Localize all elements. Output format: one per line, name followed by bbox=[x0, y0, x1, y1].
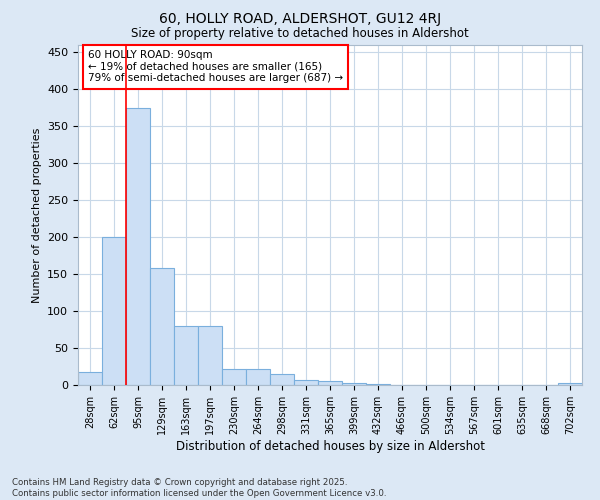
Bar bbox=[270, 374, 294, 385]
Text: 60, HOLLY ROAD, ALDERSHOT, GU12 4RJ: 60, HOLLY ROAD, ALDERSHOT, GU12 4RJ bbox=[159, 12, 441, 26]
Bar bbox=[174, 326, 198, 385]
X-axis label: Distribution of detached houses by size in Aldershot: Distribution of detached houses by size … bbox=[176, 440, 485, 452]
Bar bbox=[126, 108, 150, 385]
Bar bbox=[318, 382, 342, 385]
Bar bbox=[78, 372, 102, 385]
Bar bbox=[246, 368, 270, 385]
Bar bbox=[150, 268, 174, 385]
Text: Contains HM Land Registry data © Crown copyright and database right 2025.
Contai: Contains HM Land Registry data © Crown c… bbox=[12, 478, 386, 498]
Text: 60 HOLLY ROAD: 90sqm
← 19% of detached houses are smaller (165)
79% of semi-deta: 60 HOLLY ROAD: 90sqm ← 19% of detached h… bbox=[88, 50, 343, 84]
Bar bbox=[366, 384, 390, 385]
Bar bbox=[102, 237, 126, 385]
Bar bbox=[342, 383, 366, 385]
Bar bbox=[222, 368, 246, 385]
Bar bbox=[294, 380, 318, 385]
Text: Size of property relative to detached houses in Aldershot: Size of property relative to detached ho… bbox=[131, 28, 469, 40]
Y-axis label: Number of detached properties: Number of detached properties bbox=[32, 128, 41, 302]
Bar bbox=[558, 383, 582, 385]
Bar bbox=[198, 326, 222, 385]
